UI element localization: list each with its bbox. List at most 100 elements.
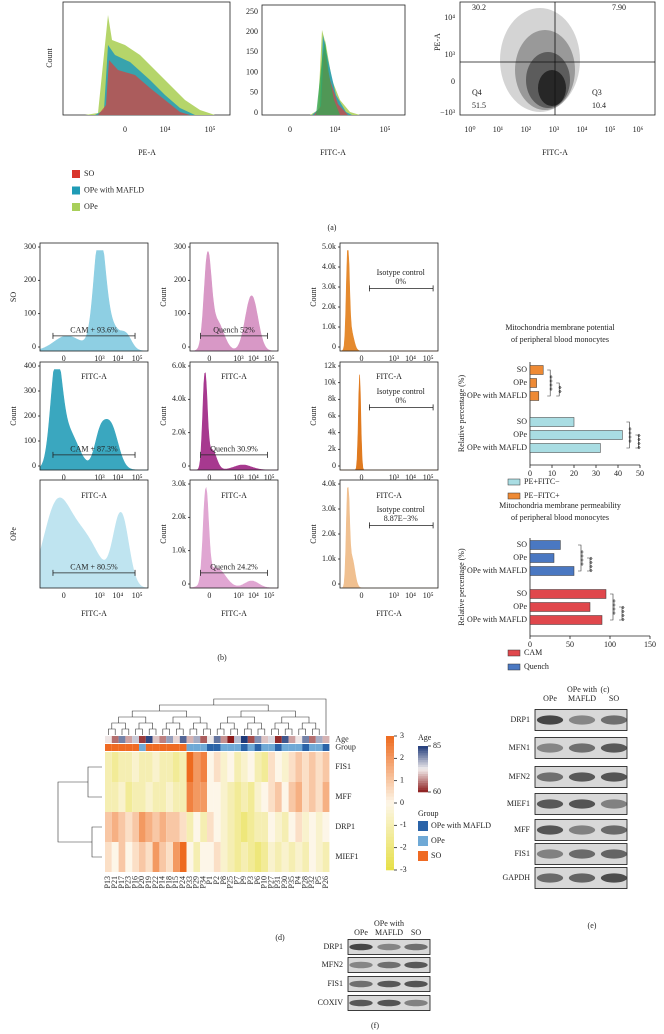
histogram bbox=[39, 369, 148, 471]
significance-bracket bbox=[556, 382, 560, 397]
legend-title: Age bbox=[418, 733, 432, 742]
dendrogram bbox=[57, 781, 92, 843]
colorbar-step bbox=[386, 792, 394, 797]
legend-swatch bbox=[507, 663, 521, 671]
blot-band bbox=[349, 999, 373, 1007]
gate-label: Isotype control bbox=[377, 505, 426, 514]
colorbar-step bbox=[386, 766, 394, 770]
heatmap-cell bbox=[275, 752, 282, 782]
heatmap-cell bbox=[125, 782, 133, 812]
x-tick-label: 0 bbox=[62, 473, 66, 482]
panel-label: (e) bbox=[588, 921, 597, 930]
dendrogram bbox=[312, 728, 320, 735]
group-cell bbox=[220, 744, 228, 751]
group-cell bbox=[241, 744, 248, 751]
colorbar-step bbox=[386, 823, 394, 827]
y-tick-label: −10³ bbox=[440, 108, 456, 117]
category-label: SO bbox=[517, 540, 527, 549]
column-label: P31 bbox=[273, 876, 282, 888]
heatmap-cell bbox=[227, 812, 235, 842]
blot-band bbox=[568, 743, 596, 753]
x-tick-label: 10⁵ bbox=[423, 591, 434, 600]
y-tick-label: 2k bbox=[328, 444, 336, 453]
heatmap-cell bbox=[309, 812, 316, 842]
colorbar-step bbox=[386, 789, 394, 794]
x-tick-label: 0 bbox=[528, 469, 532, 478]
column-label: P18 bbox=[164, 876, 173, 888]
heatmap-cell bbox=[159, 752, 167, 782]
dendrogram bbox=[281, 716, 310, 723]
blot-band bbox=[600, 873, 628, 883]
y-axis-label: Relative percentage (%) bbox=[457, 548, 466, 626]
age-cell bbox=[111, 736, 119, 743]
age-legend-step bbox=[418, 775, 428, 779]
histogram bbox=[39, 497, 149, 589]
group-cell bbox=[173, 744, 180, 751]
age-legend-step bbox=[418, 748, 428, 751]
blot-band bbox=[536, 772, 564, 782]
x-tick-label: 10⁴ bbox=[112, 591, 123, 600]
heatmap-cell bbox=[241, 842, 248, 872]
chart-title: of peripheral blood monocytes bbox=[511, 335, 609, 344]
group-cell bbox=[254, 744, 262, 751]
dendrogram bbox=[244, 728, 252, 735]
legend-label: PE+FITC− bbox=[524, 477, 560, 486]
age-legend-step bbox=[418, 787, 428, 790]
x-tick-label: 10³ bbox=[94, 354, 105, 363]
y-axis-label: Count bbox=[159, 523, 168, 543]
heatmap-cell bbox=[200, 842, 207, 872]
legend-label: SO bbox=[431, 851, 441, 860]
column-label: P13 bbox=[103, 876, 112, 888]
gate-label: 0% bbox=[395, 396, 406, 405]
heatmap-cell bbox=[247, 752, 255, 782]
bar bbox=[529, 365, 544, 375]
heatmap-cell bbox=[118, 842, 126, 872]
age-cell bbox=[295, 736, 303, 743]
heatmap-cell bbox=[227, 752, 235, 782]
age-legend-step bbox=[418, 789, 428, 793]
heatmap-cell bbox=[132, 782, 139, 812]
heatmap-cell bbox=[315, 812, 323, 842]
x-axis-label: FITC-A bbox=[81, 491, 107, 500]
blot-band bbox=[600, 849, 628, 859]
significance-bracket bbox=[547, 369, 551, 397]
y-axis-label: Count bbox=[9, 405, 18, 425]
group-cell bbox=[186, 744, 194, 751]
plot-frame bbox=[189, 361, 279, 471]
heatmap-cell bbox=[200, 782, 207, 812]
group-cell bbox=[322, 744, 330, 751]
legend-title: Group bbox=[418, 809, 438, 818]
heatmap-cell bbox=[315, 782, 323, 812]
heatmap-cell bbox=[268, 782, 275, 812]
heatmap-cell bbox=[166, 812, 173, 842]
blot-band bbox=[568, 772, 596, 782]
dendrogram bbox=[159, 704, 269, 711]
x-tick-label: 10⁰ bbox=[464, 125, 475, 134]
y-axis-label: Count bbox=[159, 405, 168, 425]
y-tick-label: 1.0k bbox=[322, 322, 336, 331]
colorbar-tick-label: -3 bbox=[400, 865, 407, 874]
x-tick-label: 0 bbox=[288, 125, 292, 134]
legend-swatch bbox=[507, 492, 521, 500]
heatmap-cell bbox=[159, 782, 167, 812]
dendrogram bbox=[227, 716, 255, 723]
y-tick-label: 200 bbox=[246, 27, 258, 36]
x-axis-label: FITC-A bbox=[221, 609, 247, 618]
y-tick-label: 0 bbox=[332, 342, 336, 351]
colorbar-step bbox=[386, 853, 394, 857]
age-cell bbox=[227, 736, 235, 743]
blot-band bbox=[568, 873, 596, 883]
group-cell bbox=[315, 744, 323, 751]
group-cell bbox=[213, 744, 221, 751]
x-tick-label: 10⁵ bbox=[132, 354, 143, 363]
y-tick-label: 0 bbox=[32, 461, 36, 470]
significance-label: **** bbox=[579, 550, 588, 566]
colorbar-step bbox=[386, 759, 394, 764]
blot-label: FIS1 bbox=[327, 979, 343, 988]
age-legend-label: 60 bbox=[433, 787, 441, 796]
dendrogram bbox=[230, 728, 238, 735]
x-axis-label: FITC-A bbox=[81, 372, 107, 381]
age-legend-step bbox=[418, 782, 428, 786]
x-axis-label: FITC-A bbox=[376, 609, 402, 618]
heatmap-cell bbox=[118, 782, 126, 812]
